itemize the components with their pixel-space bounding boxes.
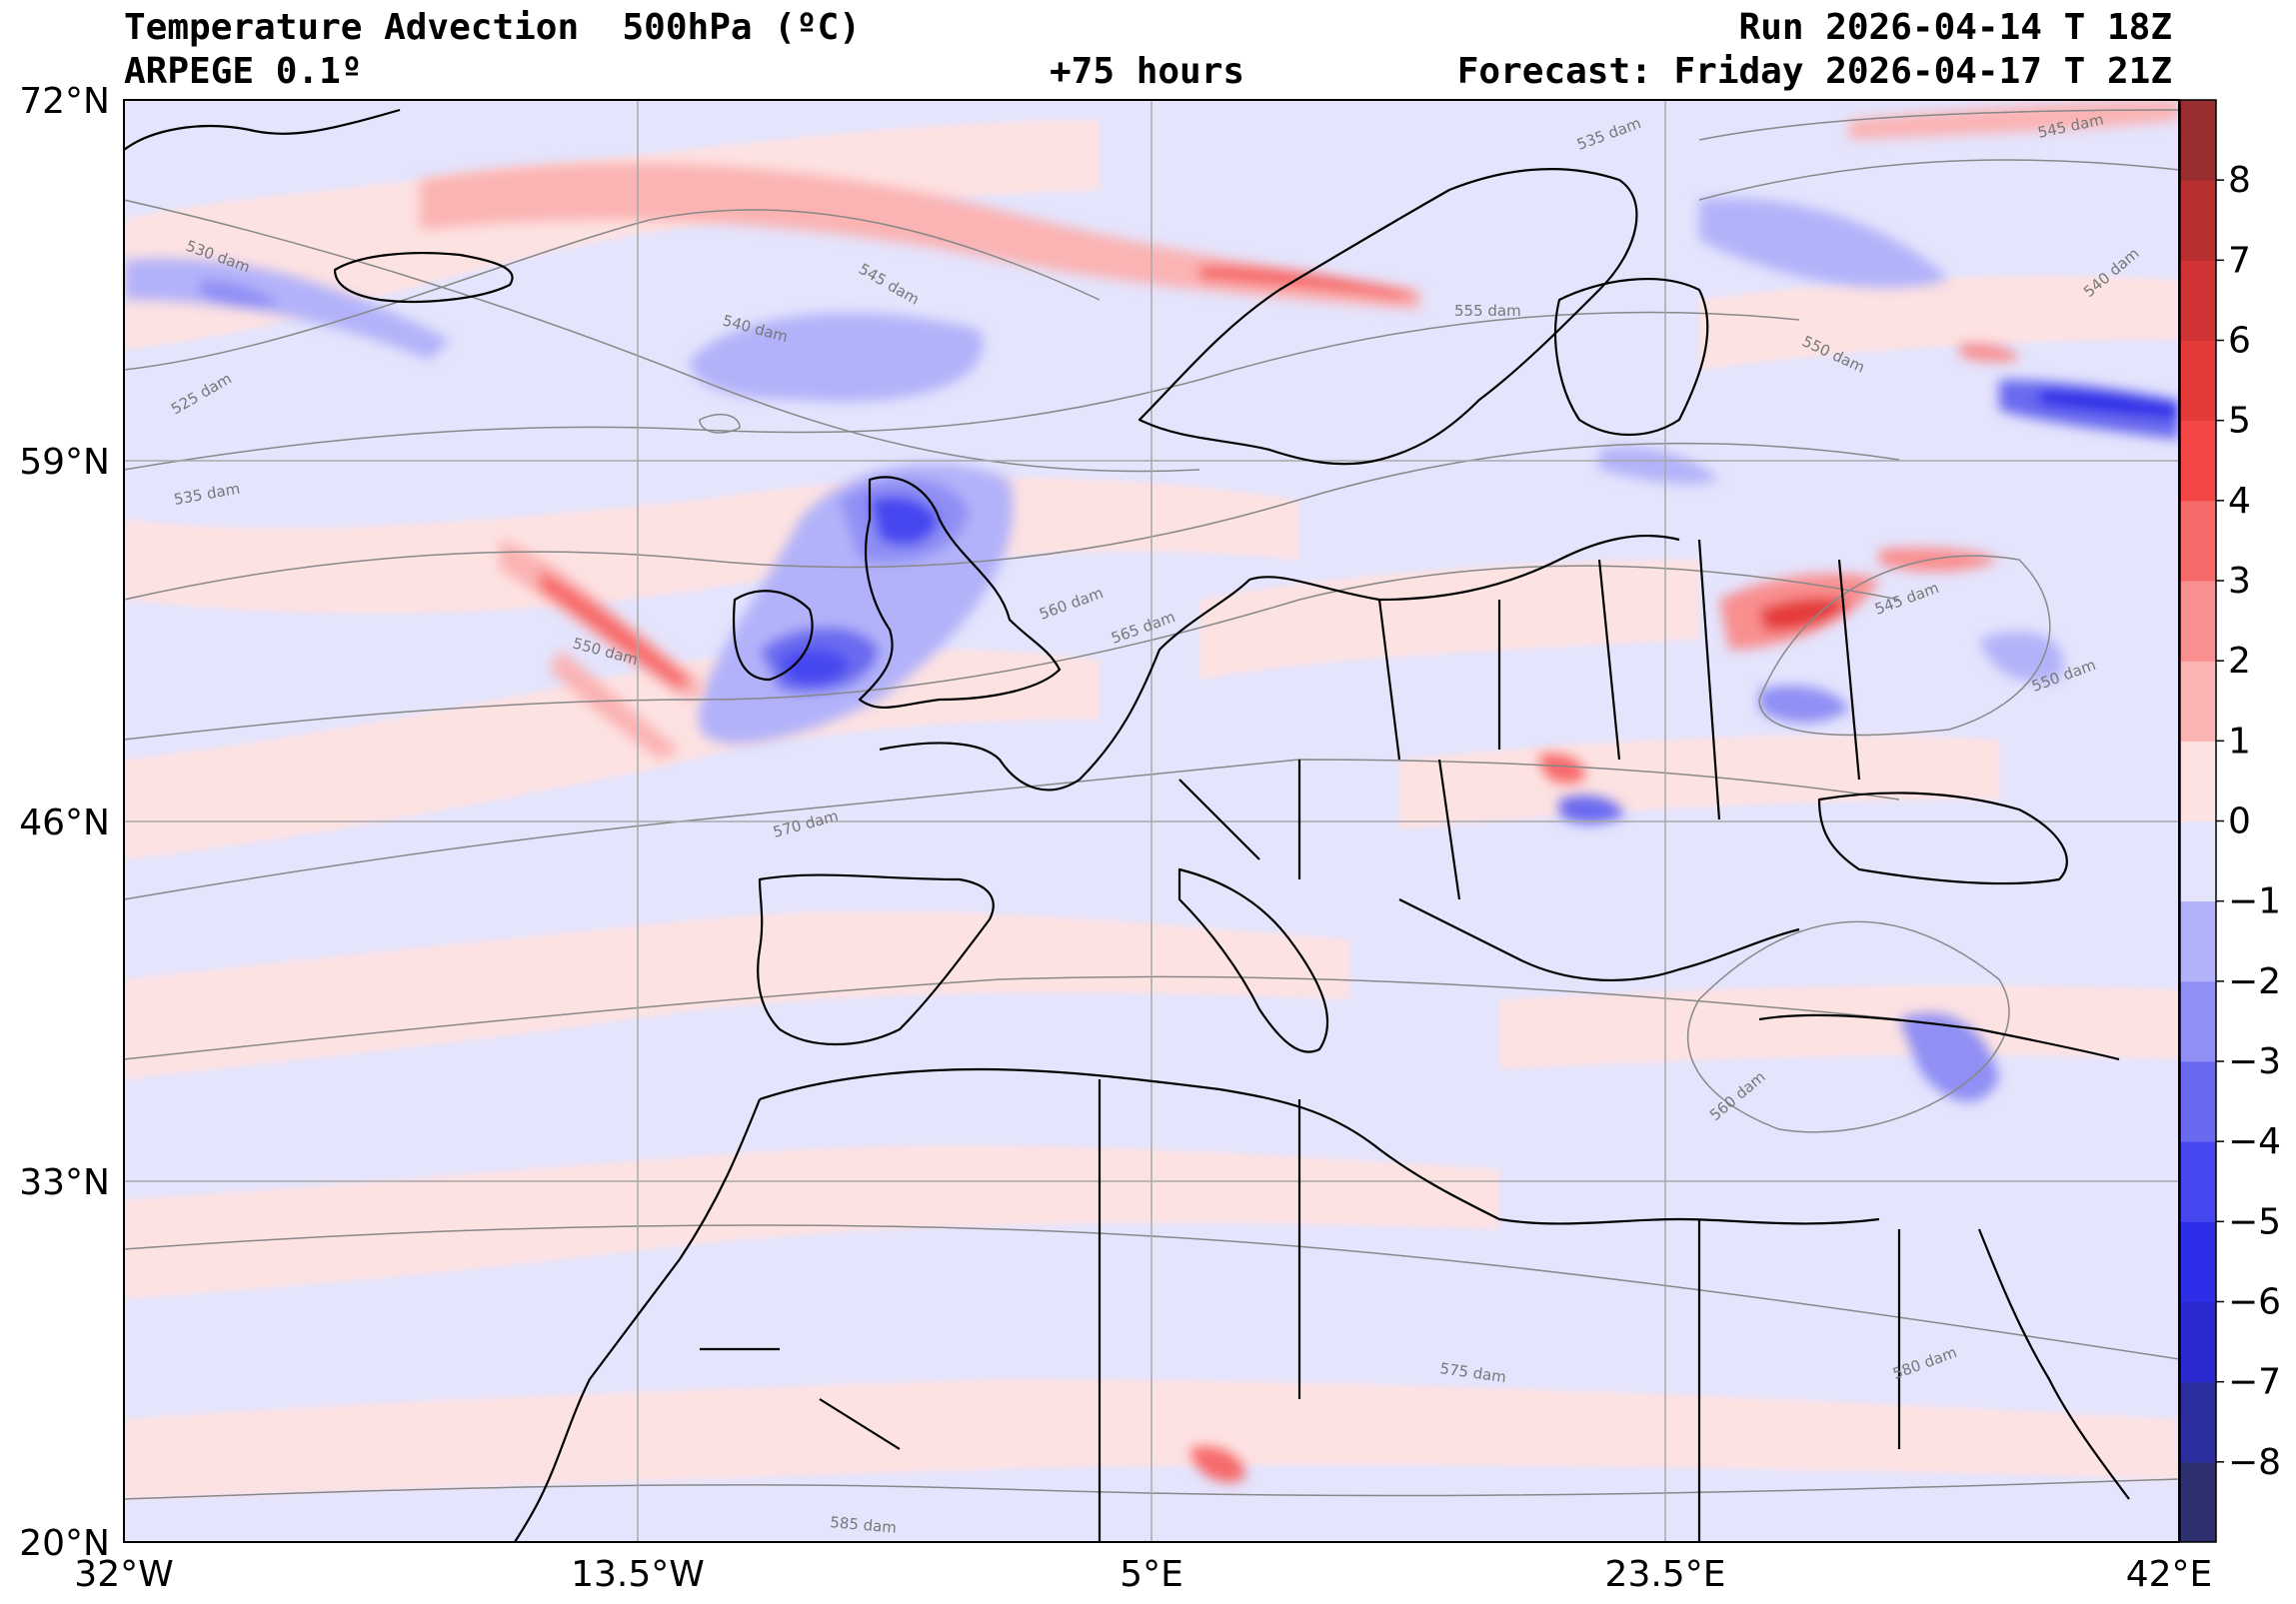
cold-advection-areas [124, 198, 2179, 1102]
coastlines-borders [124, 108, 2130, 1542]
continent-coast [879, 534, 1680, 792]
colorbar-segment [2180, 1461, 2216, 1543]
colorbar-tick-label: −4 [2228, 1121, 2281, 1162]
latitude-axis: 72°N 59°N 46°N 33°N 20°N [19, 81, 110, 1564]
colorbar-segment [2180, 420, 2216, 502]
colorbar-tick-label: 8 [2228, 160, 2251, 201]
italy-coast [1177, 867, 1329, 1053]
colorbar-segment [2180, 1141, 2216, 1222]
lon-tick-label: 5°E [1120, 1554, 1183, 1595]
colorbar-segment [2180, 180, 2216, 261]
lon-tick-label: 32°W [74, 1554, 173, 1595]
colorbar-tick-label: −6 [2228, 1282, 2281, 1323]
lat-tick-label: 59°N [19, 442, 110, 483]
plot-frame [123, 99, 2180, 1543]
colorbar-segment [2180, 340, 2216, 422]
colorbar-tick-label: 1 [2228, 721, 2251, 762]
country-borders [700, 539, 1901, 1542]
britain-coast [858, 476, 1062, 710]
lon-tick-label: 23.5°E [1605, 1554, 1726, 1595]
colorbar-segment [2180, 500, 2216, 582]
greenland-coast [124, 108, 401, 151]
red-sea-coast [1977, 1228, 2130, 1500]
graticule [124, 100, 2179, 1542]
colorbar-tick-label: 2 [2228, 641, 2251, 682]
lon-tick-label: 13.5°W [571, 1554, 705, 1595]
colorbar-segment [2180, 741, 2216, 821]
colorbar-segment [2180, 1061, 2216, 1142]
colorbar-tick-label: 7 [2228, 240, 2251, 281]
colorbar-segment [2180, 1301, 2216, 1383]
colorbar-tick-label: −8 [2228, 1442, 2281, 1483]
colorbar-tick-label: 5 [2228, 401, 2251, 442]
iceland-coast [333, 252, 514, 303]
colorbar-segment [2180, 581, 2216, 662]
africa-west-coast [514, 1098, 762, 1542]
ireland-coast [733, 590, 814, 682]
lat-tick-label: 46°N [19, 802, 110, 843]
lon-tick-label: 42°E [2126, 1554, 2213, 1595]
lat-tick-label: 72°N [19, 81, 110, 122]
colorbar-segment [2180, 980, 2216, 1062]
iberia-coast [757, 873, 995, 1046]
colorbar-tick-label: 6 [2228, 321, 2251, 362]
turkey-coast [1758, 1013, 2120, 1061]
lat-tick-label: 33°N [19, 1162, 110, 1203]
colorbar-segment [2180, 820, 2216, 902]
map-plot-area: 525 dam 530 dam 535 dam 540 dam 545 dam … [124, 100, 2179, 1542]
colorbar-tick-label: −3 [2228, 1041, 2281, 1082]
finland-coast [1553, 277, 1709, 436]
run-label: Run 2026-04-14 T 18Z [1738, 7, 2172, 48]
colorbar-segment [2180, 100, 2216, 181]
colorbar-tick-label: −1 [2228, 881, 2281, 922]
north-africa-coast [759, 1067, 1880, 1225]
forecast-label: Forecast: Friday 2026-04-17 T 21Z [1456, 51, 2172, 92]
colorbar-segment [2180, 260, 2216, 341]
colorbar-segment [2180, 900, 2216, 982]
longitude-axis: 32°W 13.5°W 5°E 23.5°E 42°E [74, 1554, 2212, 1595]
geopotential-contours [124, 109, 2179, 1500]
contour-label: 555 dam [1454, 302, 1521, 320]
colorbar-tick-label: 0 [2228, 802, 2251, 842]
chart-title: Temperature Advection 500hPa (ºC) [124, 7, 861, 48]
colorbar-segment [2180, 661, 2216, 742]
colorbar-segment [2180, 1221, 2216, 1302]
colorbar: −8 −7 −6 −5 −4 −3 −2 −1 0 1 2 3 4 5 6 7 8 [2179, 99, 2281, 1543]
strong-warm-areas [420, 100, 2179, 1483]
contour-label: 585 dam [830, 1513, 898, 1537]
colorbar-tick-label: 3 [2228, 561, 2251, 602]
colorbar-tick-label: −7 [2228, 1362, 2281, 1403]
model-label: ARPEGE 0.1º [124, 51, 363, 92]
balkans-coast [1398, 898, 1800, 982]
black-sea-coast [1817, 792, 2068, 885]
lead-time-label: +75 hours [1050, 51, 1245, 92]
lat-tick-label: 20°N [19, 1523, 110, 1564]
scandinavia-coast [1138, 168, 1638, 466]
colorbar-tick-label: −2 [2228, 961, 2281, 1002]
colorbar-tick-label: 4 [2228, 481, 2251, 522]
colorbar-segment [2180, 1381, 2216, 1463]
colorbar-tick-label: −5 [2228, 1201, 2281, 1242]
